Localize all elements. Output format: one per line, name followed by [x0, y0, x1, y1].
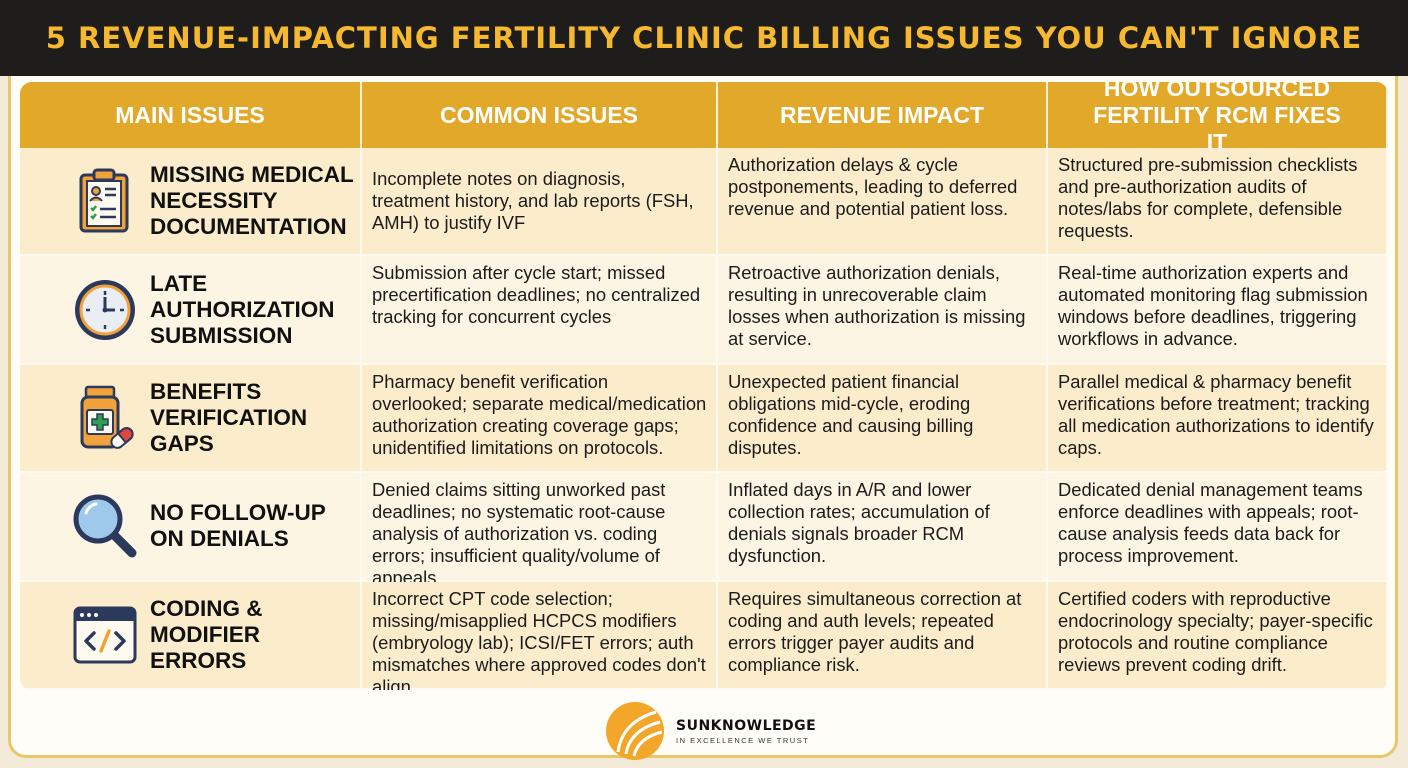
code-window-icon: [72, 599, 138, 671]
rcm-fix-cell: Structured pre-submission checklists and…: [1048, 148, 1388, 257]
issue-title: BENEFITS VERIFICATION GAPS: [150, 378, 308, 456]
logo-name: SUNKNOWLEDGE: [676, 717, 817, 734]
rcm-fix-cell: Dedicated denial management teams enforc…: [1048, 473, 1388, 582]
common-issues-cell: Submission after cycle start; missed pre…: [362, 256, 718, 365]
common-issues-cell: Incomplete notes on diagnosis, treatment…: [362, 148, 718, 257]
revenue-impact-cell: Unexpected patient financial obligations…: [718, 364, 1048, 474]
logo-tagline: IN EXCELLENCE WE TRUST: [676, 735, 810, 745]
issue-cell: BENEFITS VERIFICATION GAPS: [20, 364, 362, 474]
rcm-fix-cell: Real-time authorization experts and auto…: [1048, 256, 1388, 365]
column-header-revenue-impact: REVENUE IMPACT: [718, 82, 1048, 148]
medicine-bottle-icon: [72, 382, 138, 454]
issue-title: LATE AUTHORIZATION SUBMISSION: [150, 270, 335, 348]
issues-table: MAIN ISSUES COMMON ISSUES REVENUE IMPACT…: [20, 82, 1388, 690]
clock-icon: [72, 274, 138, 346]
issue-title: CODING & MODIFIER ERRORS: [150, 595, 263, 673]
revenue-impact-cell: Retroactive authorization denials, resul…: [718, 256, 1048, 365]
sun-logo-icon: [606, 702, 664, 760]
common-issues-cell: Pharmacy benefit verification overlooked…: [362, 364, 718, 474]
rcm-fix-cell: Parallel medical & pharmacy benefit veri…: [1048, 364, 1388, 474]
issue-cell: MISSING MEDICAL NECESSITY DOCUMENTATION: [20, 148, 362, 257]
issue-cell: CODING & MODIFIER ERRORS: [20, 581, 362, 690]
column-header-common-issues: COMMON ISSUES: [362, 82, 718, 148]
magnifying-glass-icon: [72, 490, 138, 562]
revenue-impact-cell: Requires simultaneous correction at codi…: [718, 581, 1048, 690]
title-bar: 5 REVENUE-IMPACTING FERTILITY CLINIC BIL…: [0, 0, 1408, 76]
issue-cell: LATE AUTHORIZATION SUBMISSION: [20, 256, 362, 365]
column-header-main-issues: MAIN ISSUES: [20, 82, 362, 148]
sunknowledge-logo: SUNKNOWLEDGE IN EXCELLENCE WE TRUST: [604, 700, 816, 762]
column-header-rcm-fix: HOW OUTSOURCED FERTILITY RCM FIXES IT: [1048, 82, 1388, 155]
issue-title: NO FOLLOW-UP ON DENIALS: [150, 500, 326, 552]
page-title: 5 REVENUE-IMPACTING FERTILITY CLINIC BIL…: [45, 21, 1363, 55]
common-issues-cell: Incorrect CPT code selection; missing/mi…: [362, 581, 718, 690]
rcm-fix-cell: Certified coders with reproductive endoc…: [1048, 581, 1388, 690]
clipboard-icon: [72, 165, 138, 237]
common-issues-cell: Denied claims sitting unworked past dead…: [362, 473, 718, 588]
issue-title: MISSING MEDICAL NECESSITY DOCUMENTATION: [150, 162, 354, 240]
revenue-impact-cell: Authorization delays & cycle postponemen…: [718, 148, 1048, 257]
revenue-impact-cell: Inflated days in A/R and lower collectio…: [718, 473, 1048, 582]
issue-cell: NO FOLLOW-UP ON DENIALS: [20, 473, 362, 582]
